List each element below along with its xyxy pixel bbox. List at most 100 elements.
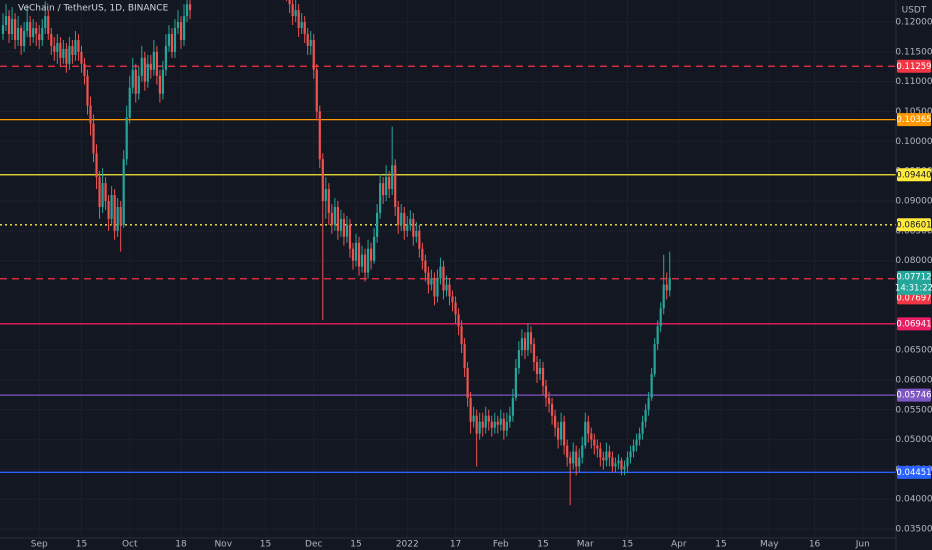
candle-body [511, 397, 514, 416]
candle-body [560, 421, 563, 440]
candle-body [339, 218, 343, 231]
y-tick-label: 0.06000 [895, 375, 932, 385]
level-label-box [897, 388, 931, 402]
candle-body [415, 230, 418, 237]
candle-body [614, 463, 617, 467]
candle-body [56, 42, 59, 52]
candle-body [32, 28, 35, 37]
candle-body [167, 33, 171, 46]
y-tick-label: 0.06500 [895, 346, 932, 356]
candle-body [10, 19, 14, 34]
candle-body [80, 51, 83, 64]
level-label-box [897, 59, 931, 73]
candle-body [638, 433, 641, 440]
candle-body [538, 368, 542, 374]
candle-body [553, 415, 557, 428]
candle-body [457, 314, 460, 327]
candle-body [38, 33, 41, 40]
countdown-label: 14:31:22 [895, 283, 932, 293]
candle-body [445, 284, 448, 291]
axes: 0.120000.115000.110000.105000.100000.095… [31, 18, 932, 550]
y-tick-label: 0.05500 [895, 405, 932, 415]
candle-body [394, 165, 397, 207]
y-tick-label: 0.03500 [895, 525, 932, 535]
candle-body [653, 344, 656, 374]
candle-body [83, 63, 86, 76]
candle-body [629, 451, 632, 458]
candle-body [478, 421, 481, 434]
x-tick-label: Nov [214, 540, 232, 550]
candle-body [44, 16, 47, 29]
candle-body [369, 248, 373, 261]
candle-body [164, 45, 168, 70]
candle-body [360, 254, 364, 267]
candle-body [47, 16, 50, 34]
candle-body [321, 159, 324, 202]
candle-body [131, 69, 134, 88]
candle-body [659, 308, 662, 327]
candle-body [342, 218, 346, 237]
candle-body [128, 87, 131, 118]
candle-body [74, 39, 77, 55]
candle-body [13, 19, 17, 40]
candle-body [520, 338, 524, 351]
candle-body [481, 421, 484, 428]
candle-body [424, 260, 427, 273]
x-tick-label: 15 [622, 540, 633, 550]
candle-body [623, 466, 626, 470]
level-label: 0.05746 [896, 391, 931, 401]
level-label: 0.08601 [896, 220, 931, 230]
candle-body [403, 212, 406, 231]
candle-body [665, 284, 668, 291]
candle-body [23, 31, 26, 46]
y-tick-label: 0.10000 [895, 137, 932, 147]
candle-body [17, 28, 20, 40]
candle-body [354, 242, 358, 261]
candle-body [581, 445, 584, 458]
level-label-box [897, 113, 931, 127]
candle-body [312, 39, 315, 70]
candle-body [309, 39, 312, 46]
candle-body [62, 48, 65, 58]
candle-body [599, 448, 602, 458]
y-tick-label: 0.10500 [895, 107, 932, 117]
candle-body [152, 51, 155, 70]
candle-body [7, 16, 11, 34]
candle-body [466, 368, 469, 398]
candle-body [578, 457, 581, 467]
candle-body [421, 248, 424, 261]
candle-body [185, 4, 189, 17]
candle-body [379, 183, 382, 213]
candle-body [4, 16, 8, 26]
candle-body [547, 397, 551, 404]
candle-body [134, 69, 137, 94]
candle-body [330, 212, 333, 225]
candle-body [86, 75, 89, 106]
candle-body [593, 439, 596, 446]
candle-body [95, 153, 98, 178]
candle-body [182, 16, 186, 40]
candle-body [170, 33, 174, 52]
candle-body [158, 75, 161, 94]
chart-title: VeChain / TetherUS, 1D, BINANCE [18, 4, 169, 14]
y-tick-label: 0.05000 [895, 435, 932, 445]
candle-body [137, 75, 140, 94]
candle-body [596, 445, 599, 449]
candle-body [430, 278, 433, 285]
candle-body [306, 33, 309, 46]
level-label: 0.11259 [896, 62, 931, 72]
candle-body [146, 63, 149, 82]
level-label-box [897, 218, 931, 232]
level-label: 0.04451 [896, 468, 931, 478]
candle-body [113, 195, 116, 231]
y-tick-label: 0.04000 [895, 495, 932, 505]
candle-body [656, 326, 659, 345]
candle-body [366, 248, 370, 273]
candle-body [1, 25, 5, 34]
candle-body [532, 344, 536, 363]
candle-body [412, 218, 415, 237]
candle-body [611, 457, 614, 467]
candle-body [41, 28, 44, 40]
candle-body [318, 111, 321, 160]
